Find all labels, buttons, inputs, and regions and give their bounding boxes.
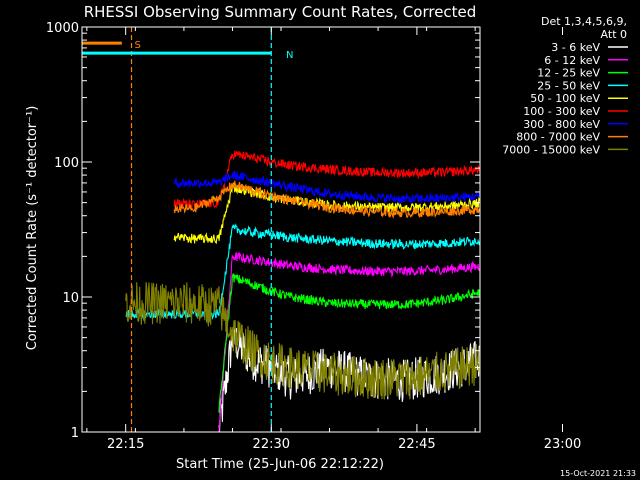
legend-item-300-800-kev: 300 - 800 keV: [523, 118, 628, 131]
x-tick-label: 22:45: [398, 437, 435, 452]
x-tick-label: 22:30: [253, 437, 290, 452]
legend-item-25-50-kev: 25 - 50 keV: [537, 79, 628, 92]
series-line-100-300-kev: [173, 150, 480, 209]
series-line-300-800-kev: [173, 170, 480, 204]
y-tick-label: 1: [71, 426, 79, 441]
legend-label: 25 - 50 keV: [537, 79, 600, 92]
legend-item-12-25-kev: 12 - 25 keV: [537, 67, 628, 80]
y-tick-label: 100: [54, 156, 79, 171]
y-axis: 1 10 100 1000: [46, 21, 480, 441]
legend-item-3-6-kev: 3 - 6 keV: [551, 41, 628, 54]
legend-label: 800 - 7000 keV: [516, 131, 600, 144]
series-line-12-25-kev: [218, 273, 480, 413]
x-axis-label: Start Time (25-Jun-06 22:12:22): [176, 457, 384, 472]
series-line-800-7000-kev: [173, 180, 480, 219]
legend-item-6-12-kev: 6 - 12 keV: [544, 54, 628, 67]
x-tick-label: 23:00: [544, 437, 581, 452]
timestamp: 15-Oct-2021 21:33: [560, 469, 636, 478]
y-tick-label: 10: [62, 291, 79, 306]
legend-header-line-1: Det 1,3,4,5,6,9,: [541, 15, 627, 28]
plot-area: SN: [82, 27, 480, 432]
marker-layer: SN: [82, 27, 293, 432]
legend-item-800-7000-kev: 800 - 7000 keV: [516, 131, 628, 144]
y-tick-label: 1000: [46, 21, 79, 36]
series-line-6-12-kev: [218, 251, 480, 432]
legend-label: 12 - 25 keV: [537, 67, 600, 80]
series-line-50-100-kev: [173, 181, 480, 245]
legend-label: 50 - 100 keV: [530, 92, 600, 105]
chart-title: RHESSI Observing Summary Count Rates, Co…: [84, 3, 477, 21]
series-line-25-50-kev: [125, 223, 480, 320]
status-bar-label-s: S: [135, 40, 141, 51]
legend-item-100-300-kev: 100 - 300 keV: [523, 105, 628, 118]
legend-label: 100 - 300 keV: [523, 105, 600, 118]
legend-label: 3 - 6 keV: [551, 41, 600, 54]
legend-item-50-100-kev: 50 - 100 keV: [530, 92, 628, 105]
legend-label: 6 - 12 keV: [544, 54, 600, 67]
legend-item-7000-15000-kev: 7000 - 15000 keV: [502, 143, 628, 156]
legend-label: 7000 - 15000 keV: [502, 143, 600, 156]
series-layer: [125, 150, 480, 432]
series-line-7000-15000-kev: [125, 282, 480, 400]
y-axis-label: Corrected Count Rate (s⁻¹ detector⁻¹): [25, 106, 40, 351]
x-tick-label: 22:15: [107, 437, 144, 452]
legend-label: 300 - 800 keV: [523, 118, 600, 131]
legend-header-line-2: Att 0: [601, 28, 627, 41]
status-bar-label-n: N: [286, 50, 293, 61]
